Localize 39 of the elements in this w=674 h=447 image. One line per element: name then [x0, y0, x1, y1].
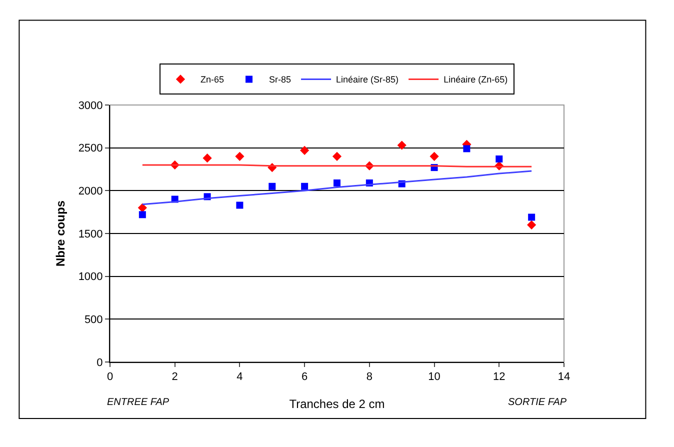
legend-label: Linéaire (Sr-85) — [336, 74, 399, 85]
point — [528, 214, 536, 221]
point — [334, 179, 340, 186]
text: ENTREE FAP — [107, 397, 170, 408]
point — [235, 152, 244, 161]
x-tick-label: 0 — [106, 371, 114, 384]
x-tick-label: 2 — [172, 371, 178, 384]
x-tick-label: 6 — [302, 371, 308, 384]
y-tick-label: 3000 — [78, 100, 103, 112]
point — [138, 211, 146, 218]
x-tick-label: 10 — [428, 371, 440, 384]
point — [430, 152, 439, 161]
legend-label: Sr-85 — [269, 74, 292, 85]
x-axis-title: Tranches de 2 cm — [289, 397, 385, 411]
y-axis-title: Nbre coups — [54, 200, 68, 267]
point — [202, 154, 212, 163]
y-tick-label: 1000 — [78, 271, 103, 284]
legend-label: Linéaire (Zn-65) — [444, 74, 508, 85]
point — [301, 182, 308, 190]
point — [236, 202, 244, 209]
x-tick-label: 4 — [236, 371, 243, 384]
legend-label: Zn-65 — [200, 74, 224, 85]
point — [300, 146, 310, 155]
point — [332, 152, 342, 161]
x-tick-label: 8 — [366, 371, 372, 384]
y-tick-label: 500 — [84, 314, 103, 326]
point — [397, 140, 406, 150]
text: SORTIE FAP — [508, 397, 567, 408]
point — [268, 182, 276, 190]
point — [138, 203, 147, 212]
x-tick-label: 12 — [493, 371, 506, 384]
point — [527, 220, 536, 230]
x-tick-label: 14 — [558, 371, 570, 384]
y-tick-label: 1500 — [78, 228, 103, 240]
y-tick-label: 2500 — [78, 142, 103, 155]
y-tick-label: 2000 — [78, 186, 103, 198]
point — [496, 155, 503, 162]
point — [463, 145, 470, 152]
y-tick-label: 0 — [96, 356, 103, 369]
